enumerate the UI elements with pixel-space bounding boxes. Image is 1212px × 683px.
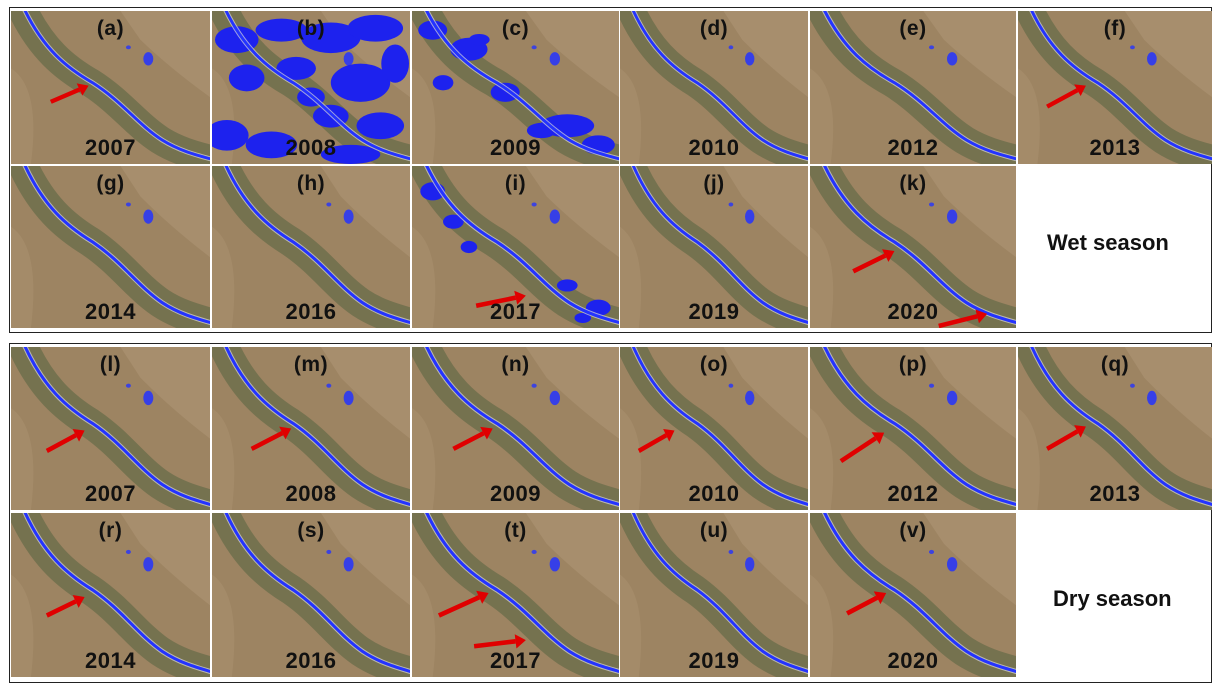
panel-letter: (v) [810, 519, 1016, 543]
wet-panel-h: (h) 2016 [212, 166, 410, 328]
panel-year: 2012 [810, 135, 1016, 161]
panel-letter: (k) [810, 172, 1016, 196]
panel-year: 2020 [810, 299, 1016, 325]
panel-letter: (n) [412, 353, 619, 377]
dry-panel-t: (t) 2017 [412, 513, 619, 677]
dry-panel-q: (q) 2013 [1018, 347, 1212, 510]
panel-year: 2019 [620, 648, 808, 674]
panel-letter: (b) [212, 17, 410, 41]
panel-letter: (e) [810, 17, 1016, 41]
dry-panel-o: (o) 2010 [620, 347, 808, 510]
panel-letter: (g) [11, 172, 210, 196]
dry-panel-u: (u) 2019 [620, 513, 808, 677]
wet-season-title: Wet season [1047, 230, 1169, 256]
panel-year: 2007 [11, 481, 210, 507]
dry-panel-r: (r) 2014 [11, 513, 210, 677]
panel-letter: (l) [11, 353, 210, 377]
panel-year: 2020 [810, 648, 1016, 674]
panel-year: 2016 [212, 648, 410, 674]
panel-year: 2009 [412, 481, 619, 507]
panel-year: 2008 [212, 481, 410, 507]
dry-panel-p: (p) 2012 [810, 347, 1016, 510]
wet-panel-i: (i) 2017 [412, 166, 619, 328]
wet-panel-g: (g) 2014 [11, 166, 210, 328]
panel-letter: (o) [620, 353, 808, 377]
panel-year: 2019 [620, 299, 808, 325]
wet-panel-d: (d) 2010 [620, 11, 808, 164]
panel-year: 2010 [620, 481, 808, 507]
panel-letter: (a) [11, 17, 210, 41]
wet-panel-e: (e) 2012 [810, 11, 1016, 164]
panel-year: 2017 [412, 648, 619, 674]
panel-letter: (h) [212, 172, 410, 196]
wet-panel-c: (c) 2009 [412, 11, 619, 164]
panel-letter: (r) [11, 519, 210, 543]
panel-year: 2010 [620, 135, 808, 161]
panel-year: 2014 [11, 648, 210, 674]
panel-year: 2007 [11, 135, 210, 161]
panel-letter: (f) [1018, 17, 1212, 41]
panel-year: 2014 [11, 299, 210, 325]
panel-year: 2013 [1018, 135, 1212, 161]
panel-letter: (m) [212, 353, 410, 377]
panel-letter: (c) [412, 17, 619, 41]
panel-letter: (i) [412, 172, 619, 196]
dry-panel-v: (v) 2020 [810, 513, 1016, 677]
wet-panel-k: (k) 2020 [810, 166, 1016, 328]
panel-year: 2009 [412, 135, 619, 161]
panel-letter: (t) [412, 519, 619, 543]
wet-panel-j: (j) 2019 [620, 166, 808, 328]
panel-letter: (s) [212, 519, 410, 543]
panel-letter: (p) [810, 353, 1016, 377]
panel-year: 2012 [810, 481, 1016, 507]
panel-letter: (j) [620, 172, 808, 196]
panel-year: 2013 [1018, 481, 1212, 507]
dry-panel-l: (l) 2007 [11, 347, 210, 510]
panel-year: 2017 [412, 299, 619, 325]
dry-season-title: Dry season [1053, 586, 1172, 612]
dry-panel-n: (n) 2009 [412, 347, 619, 510]
wet-panel-a: (a) 2007 [11, 11, 210, 164]
wet-panel-b: (b) 2008 [212, 11, 410, 164]
wet-panel-f: (f) 2013 [1018, 11, 1212, 164]
dry-panel-s: (s) 2016 [212, 513, 410, 677]
panel-letter: (q) [1018, 353, 1212, 377]
panel-letter: (u) [620, 519, 808, 543]
panel-letter: (d) [620, 17, 808, 41]
dry-panel-m: (m) 2008 [212, 347, 410, 510]
panel-year: 2008 [212, 135, 410, 161]
panel-year: 2016 [212, 299, 410, 325]
